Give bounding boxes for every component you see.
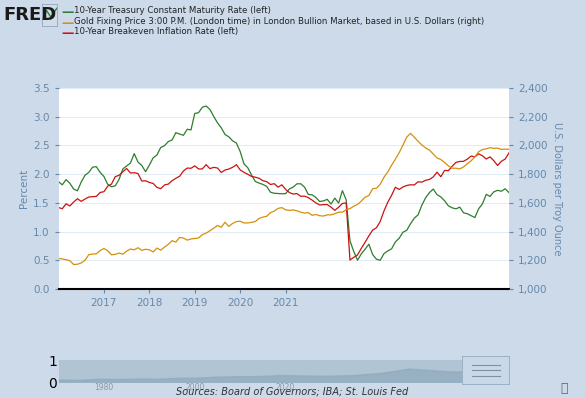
Y-axis label: Percent: Percent	[19, 169, 29, 208]
Text: 10-Year Treasury Constant Maturity Rate (left): 10-Year Treasury Constant Maturity Rate …	[74, 6, 271, 15]
Text: Sources: Board of Governors; IBA; St. Louis Fed: Sources: Board of Governors; IBA; St. Lo…	[176, 387, 409, 397]
Text: ⤢: ⤢	[560, 382, 567, 395]
Text: Gold Fixing Price 3:00 P.M. (London time) in London Bullion Market, based in U.S: Gold Fixing Price 3:00 P.M. (London time…	[74, 17, 484, 26]
Text: —: —	[61, 17, 74, 30]
Text: —: —	[61, 27, 74, 41]
Text: —: —	[61, 6, 74, 19]
Text: 10-Year Breakeven Inflation Rate (left): 10-Year Breakeven Inflation Rate (left)	[74, 27, 239, 37]
Y-axis label: U.S. Dollars per Troy Ounce: U.S. Dollars per Troy Ounce	[552, 122, 562, 255]
Text: FRED: FRED	[3, 6, 56, 24]
